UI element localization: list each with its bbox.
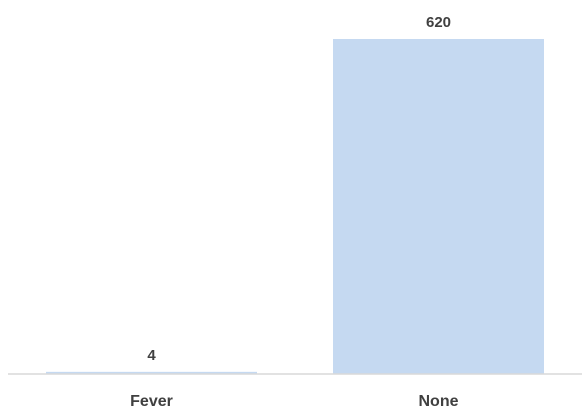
data-labels-group: 4 620 xyxy=(147,14,451,364)
data-label-none: 620 xyxy=(426,14,451,31)
category-label-fever: Fever xyxy=(130,393,173,410)
bar-none xyxy=(333,39,544,374)
data-label-fever: 4 xyxy=(147,347,156,364)
bar-fever xyxy=(46,371,257,374)
category-labels-group: Fever None xyxy=(130,393,458,410)
category-label-none: None xyxy=(419,393,459,410)
bars-group xyxy=(46,39,544,374)
